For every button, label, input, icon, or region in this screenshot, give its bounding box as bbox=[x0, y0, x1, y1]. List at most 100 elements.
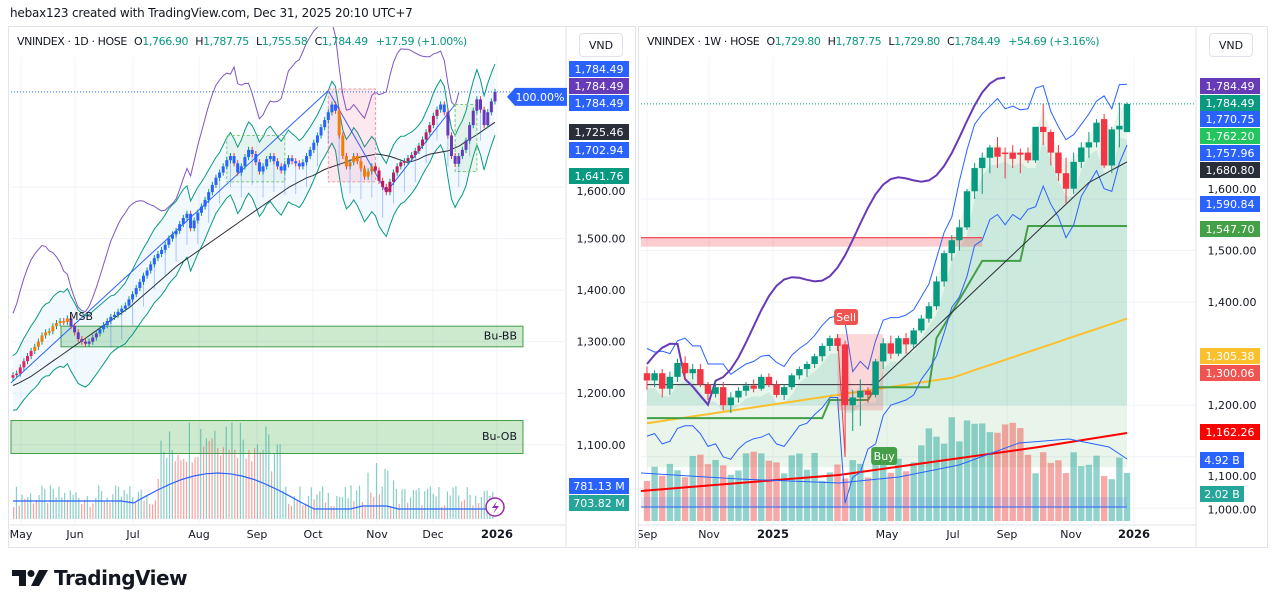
candle-body bbox=[185, 213, 189, 218]
candle-body bbox=[464, 140, 468, 150]
volume-bar bbox=[384, 468, 386, 519]
candle-body bbox=[341, 135, 345, 157]
candle-body bbox=[98, 329, 102, 334]
envelope-upper bbox=[646, 83, 1128, 375]
volume-bar bbox=[455, 486, 457, 519]
candle-body bbox=[439, 104, 443, 110]
candle-body bbox=[247, 149, 251, 158]
volume-bar bbox=[483, 491, 485, 519]
price-tag-text: 1,300.06 bbox=[1206, 367, 1255, 380]
price-tag-text: 1,770.75 bbox=[1206, 113, 1255, 126]
volume-bar bbox=[1085, 464, 1093, 521]
candle-body bbox=[58, 321, 62, 324]
candle-body bbox=[276, 161, 280, 167]
candle-body bbox=[719, 387, 727, 406]
weekly-high: 1,787.75 bbox=[835, 35, 882, 48]
candle-body bbox=[305, 156, 309, 163]
weekly-currency-button[interactable]: VND bbox=[1209, 33, 1253, 57]
volume-bar bbox=[27, 497, 29, 519]
candle-body bbox=[225, 160, 229, 167]
volume-bar bbox=[78, 497, 80, 519]
sell-signal[interactable] bbox=[834, 309, 859, 325]
volume-bar bbox=[418, 487, 420, 519]
candle-body bbox=[424, 132, 428, 140]
price-axis-tick: 1,100.00 bbox=[1208, 470, 1257, 483]
moving-average-line bbox=[647, 161, 1128, 386]
volume-bar bbox=[52, 489, 54, 519]
candle-body bbox=[87, 341, 91, 344]
candle-body bbox=[1062, 173, 1070, 189]
volume-ma-blue bbox=[640, 438, 1128, 484]
volume-bar bbox=[64, 492, 66, 519]
time-axis-tick: Nov bbox=[698, 528, 720, 541]
daily-chart-canvas[interactable]: Bu-BB Bu-OB MSB 100.00% 1,600.00 1,500.00 1,40… bbox=[9, 27, 636, 548]
volume-bar bbox=[469, 494, 471, 519]
envelope-lower bbox=[646, 144, 1128, 504]
candle-body bbox=[323, 119, 327, 128]
volume-bar bbox=[826, 472, 834, 521]
candle-body bbox=[145, 270, 149, 276]
candle-body bbox=[666, 376, 674, 389]
candle-body bbox=[742, 385, 750, 391]
volume-bar bbox=[180, 460, 182, 519]
resistance-zone bbox=[641, 237, 983, 247]
volume-bar bbox=[239, 422, 242, 519]
candle-body bbox=[446, 112, 450, 136]
weekly-symbol: VNINDEX bbox=[647, 35, 695, 48]
volume-bar bbox=[1001, 424, 1009, 521]
candle-body bbox=[373, 166, 377, 171]
candle-body bbox=[214, 177, 218, 185]
candle-body bbox=[402, 161, 406, 163]
volume-bar bbox=[137, 491, 139, 519]
volume-bar bbox=[1062, 473, 1070, 521]
candle-body bbox=[1093, 122, 1100, 143]
weekly-chart-canvas[interactable]: Sell Buy 1,784.49 1,784.49 1,770.75 1,762.20 1… bbox=[639, 27, 1268, 548]
volume-bar bbox=[398, 503, 400, 519]
volume-bar bbox=[712, 460, 719, 521]
daily-currency-button[interactable]: VND bbox=[579, 33, 623, 57]
volume-bar bbox=[1047, 462, 1055, 521]
volume-bar bbox=[219, 455, 222, 519]
volume-bar bbox=[1123, 472, 1131, 521]
volume-bar bbox=[245, 458, 247, 519]
volume-bar bbox=[375, 463, 378, 519]
volume-bar bbox=[160, 440, 162, 519]
volume-bar bbox=[849, 460, 856, 521]
volume-bar bbox=[364, 506, 366, 519]
candle-body bbox=[192, 220, 196, 229]
volume-bar bbox=[460, 501, 463, 519]
volume-bar bbox=[339, 496, 341, 519]
volume-bar bbox=[217, 448, 219, 519]
candle-body bbox=[489, 101, 493, 113]
zone-label: Bu-OB bbox=[482, 430, 517, 443]
volume-bar bbox=[356, 490, 358, 519]
price-tag bbox=[1200, 348, 1260, 364]
volume-bar bbox=[803, 469, 811, 521]
volume-bar bbox=[47, 503, 49, 519]
candle-body bbox=[428, 125, 432, 133]
candle-body bbox=[864, 390, 872, 395]
brand-name: TradingView bbox=[54, 566, 188, 590]
volume-bar bbox=[659, 475, 666, 521]
volume-bar bbox=[1108, 479, 1115, 521]
candle-body bbox=[44, 332, 48, 336]
volume-bar bbox=[185, 461, 188, 519]
volume-bar bbox=[282, 490, 284, 519]
candle-body bbox=[308, 149, 312, 157]
volume-bar bbox=[117, 486, 120, 519]
candle-body bbox=[431, 115, 435, 126]
volume-bar bbox=[697, 454, 704, 521]
candle-body bbox=[674, 362, 681, 377]
price-axis-tick: 1,200.00 bbox=[1208, 399, 1257, 412]
volume-bar bbox=[143, 500, 145, 519]
weekly-chart-panel[interactable]: Sell Buy 1,784.49 1,784.49 1,770.75 1,762.20 1… bbox=[638, 26, 1268, 548]
candle-body bbox=[857, 390, 864, 398]
tradingview-logo[interactable]: TradingView bbox=[12, 566, 188, 590]
daily-chart-panel[interactable]: Bu-BB Bu-OB MSB 100.00% 1,600.00 1,500.00 1,40… bbox=[8, 26, 636, 548]
buy-signal[interactable] bbox=[871, 447, 898, 465]
candle-body bbox=[189, 213, 193, 229]
weekly-interval[interactable]: 1W bbox=[703, 35, 721, 48]
candle-body bbox=[112, 314, 116, 317]
volume-bar bbox=[89, 506, 91, 519]
daily-interval[interactable]: 1D bbox=[73, 35, 89, 48]
